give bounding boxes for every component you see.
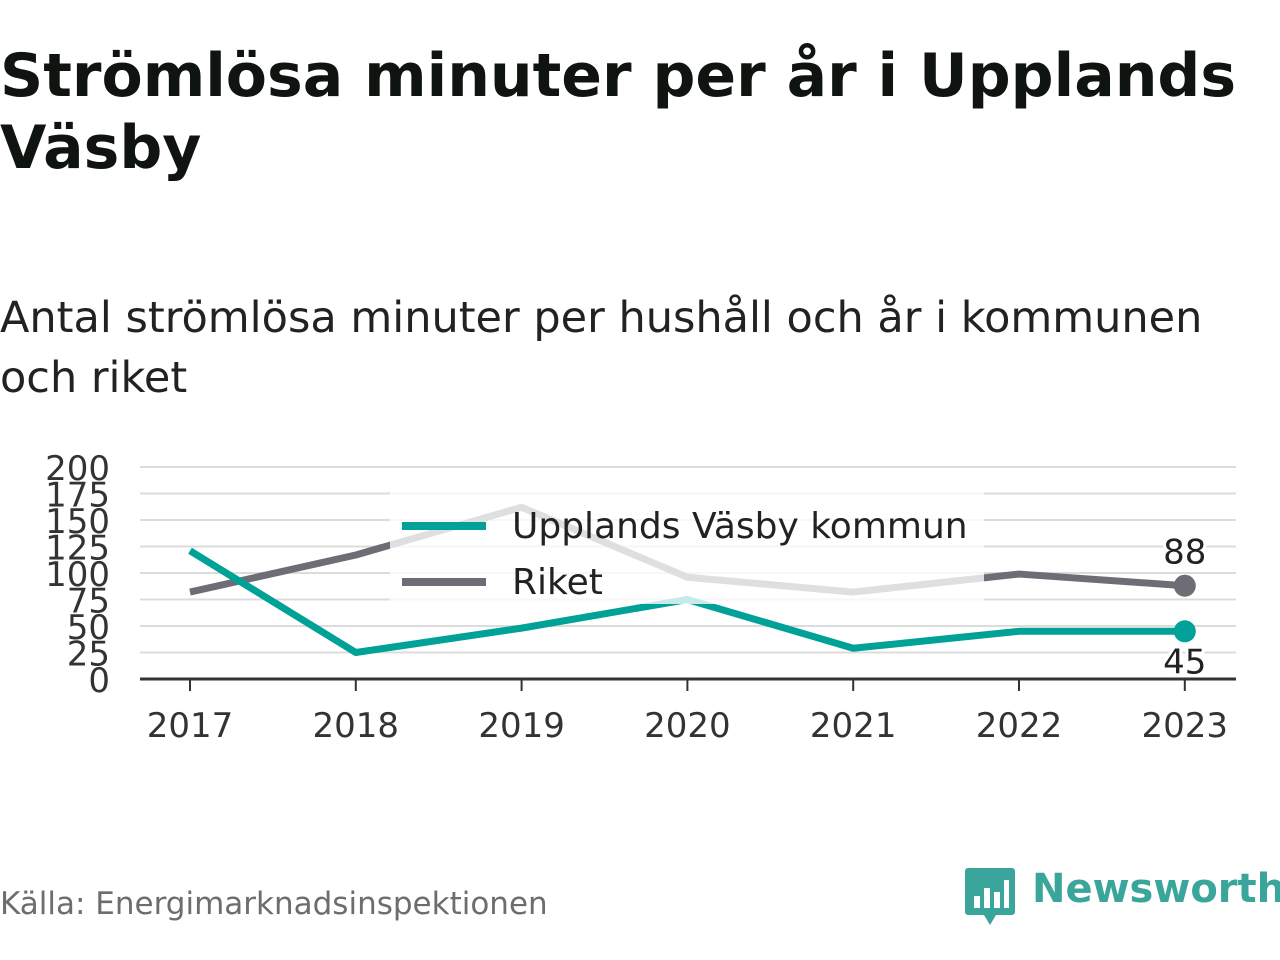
end-point-marker [1173,574,1196,597]
legend-label-kommun: Upplands Väsby kommun [512,506,968,547]
x-tick-label: 2023 [1142,706,1229,746]
y-tick-label: 100 [45,555,110,595]
end-value-label: 45 [1163,642,1206,682]
end-value-label: 88 [1163,533,1206,573]
source-note: Källa: Energimarknadsinspektionen [0,886,548,922]
legend-label-riket: Riket [512,562,603,603]
y-tick-label: 200 [45,449,110,489]
x-tick-label: 2017 [147,706,234,746]
y-tick-label: 75 [67,582,110,622]
end-point-marker [1173,620,1196,643]
logo-text: Newsworthy [1032,866,1280,912]
x-tick-label: 2018 [313,706,400,746]
legend: Upplands Väsby kommun Riket [390,492,984,604]
chart-title: Strömlösa minuter per år i Upplands Väsb… [0,41,1237,183]
y-tick-label: 175 [45,476,110,516]
y-tick-label: 125 [45,529,110,569]
x-tick-label: 2019 [478,706,565,746]
x-tick-label: 2020 [644,706,731,746]
legend-background [390,492,984,604]
chart-subtitle: Antal strömlösa minuter per hushåll och … [0,293,1203,403]
x-tick-label: 2022 [976,706,1063,746]
y-tick-label: 50 [67,608,110,648]
x-tick-label: 2021 [810,706,897,746]
y-tick-label: 25 [67,635,110,675]
y-tick-label: 0 [88,661,110,701]
y-tick-label: 150 [45,502,110,542]
chart-bubble-icon [965,868,1015,925]
